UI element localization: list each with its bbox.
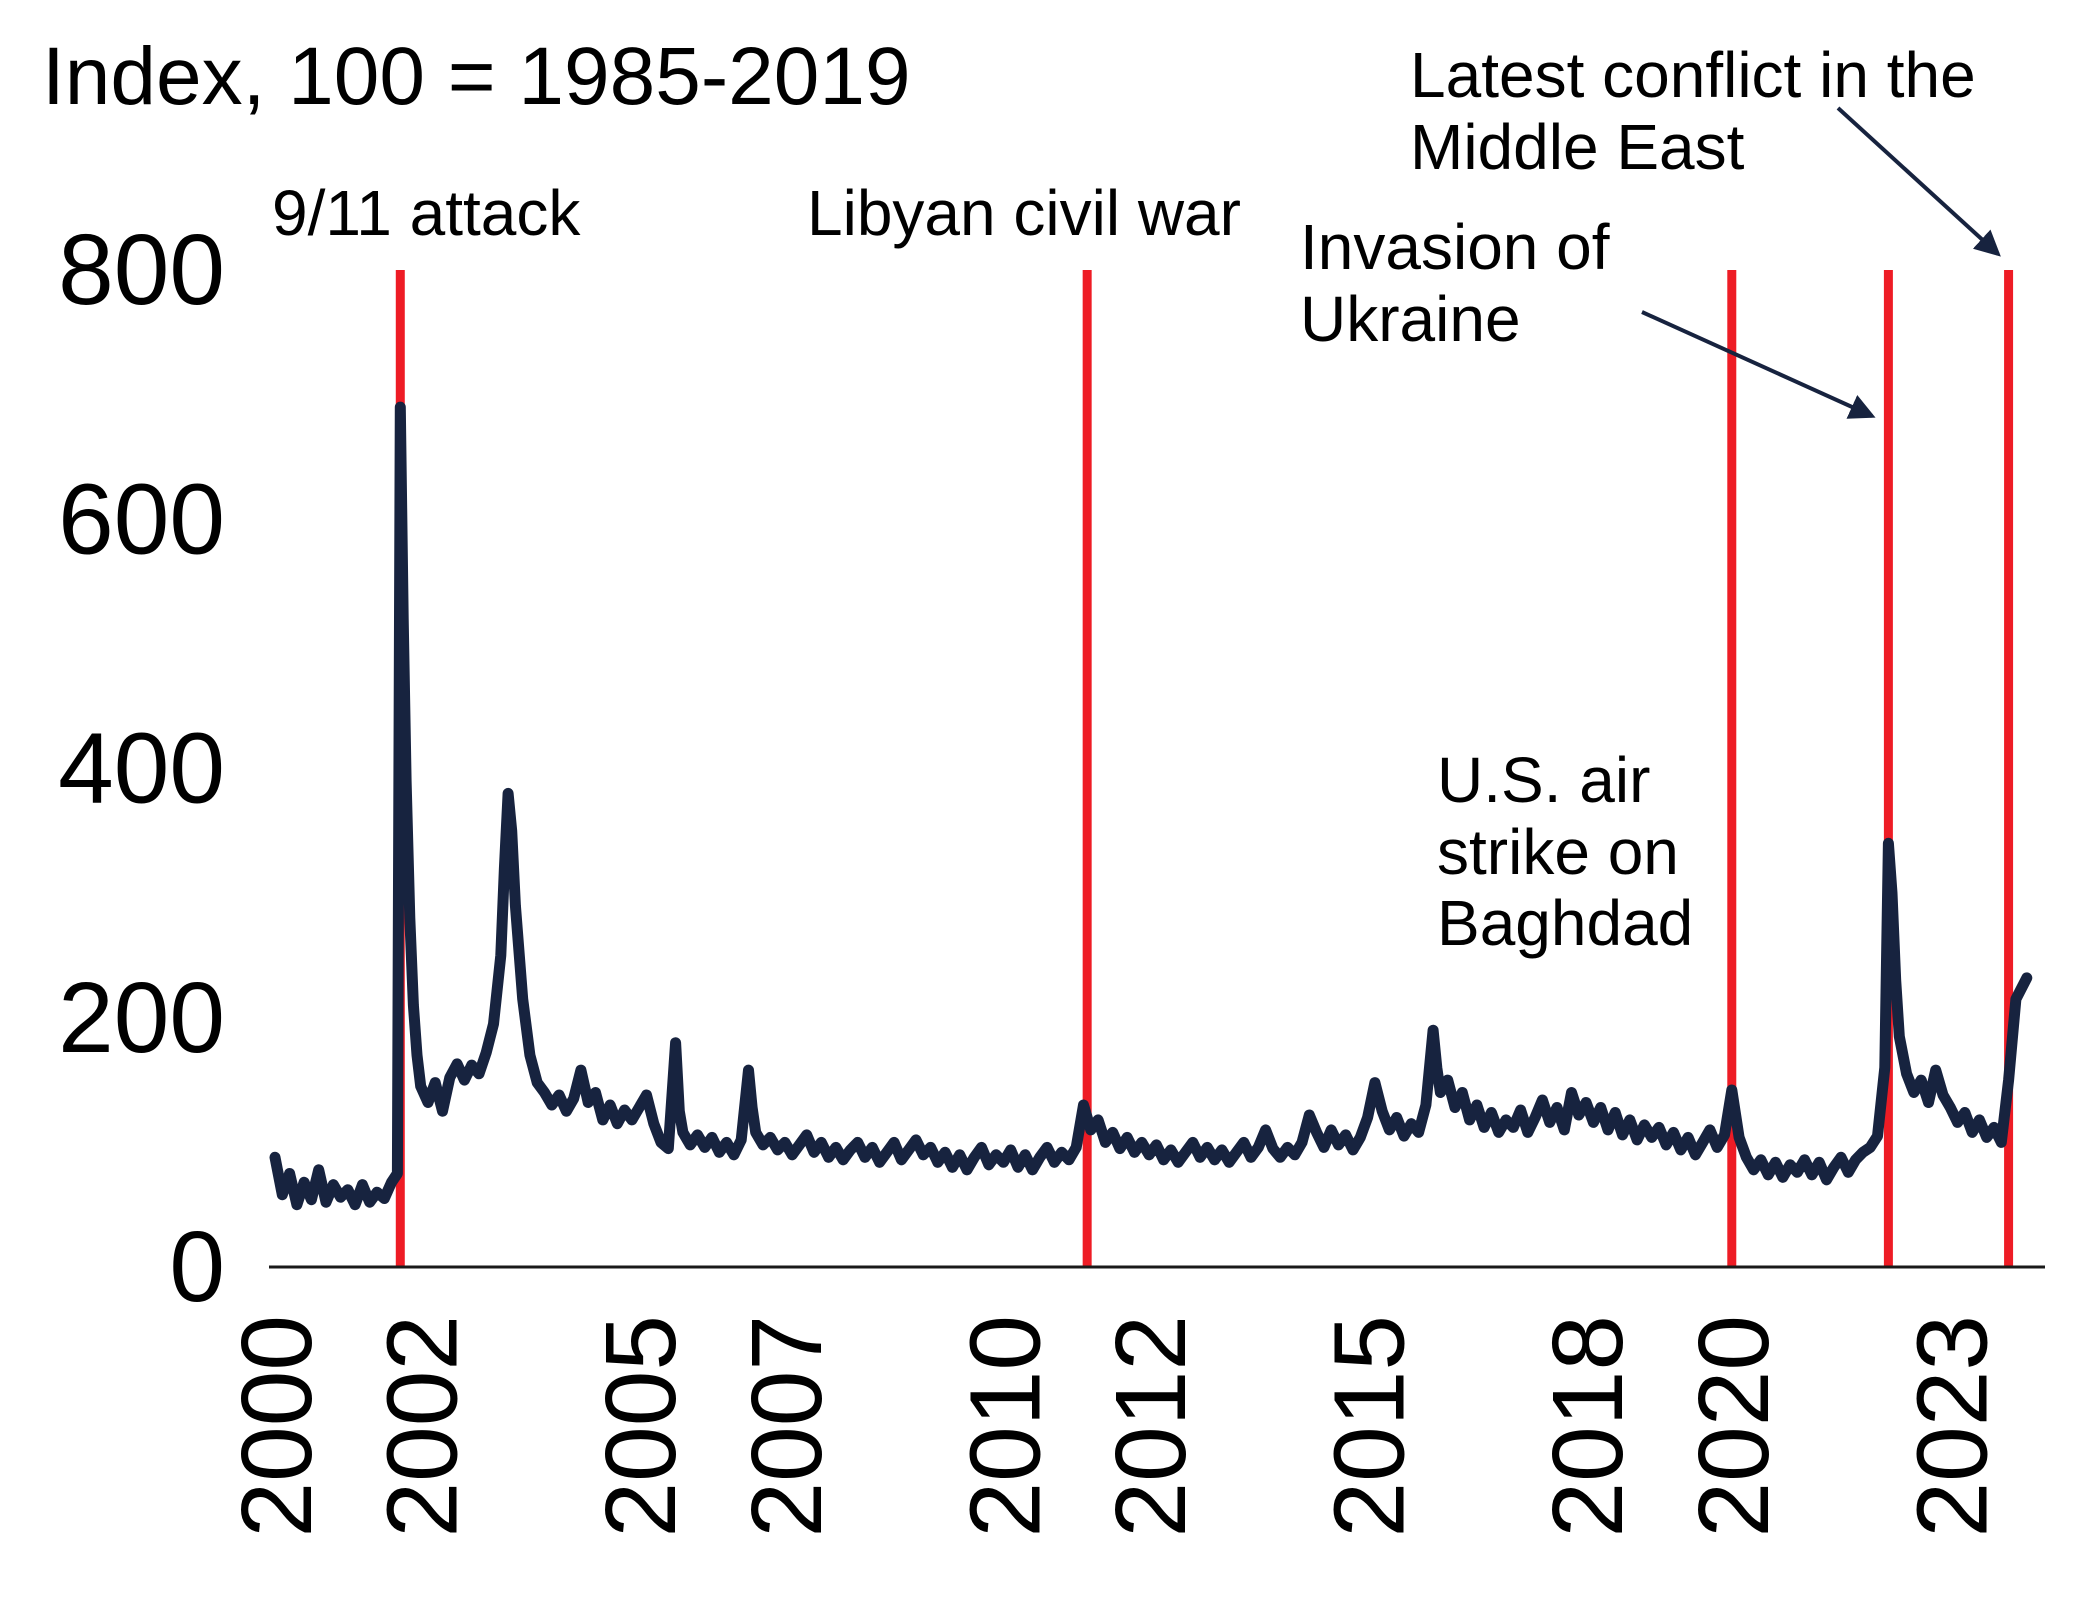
x-tick-label-2002: 2002 [367, 1315, 479, 1537]
y-tick-label-600: 600 [58, 463, 225, 575]
annotation-us-air-strike-baghdad: U.S. air strike on Baghdad [1437, 744, 1694, 960]
annotation-911-attack: 9/11 attack [272, 177, 581, 249]
y-tick-label-0: 0 [169, 1211, 225, 1323]
y-tick-label-200: 200 [58, 962, 225, 1074]
series-layer [269, 401, 2033, 1211]
x-tick-label-2000: 2000 [221, 1315, 333, 1537]
latest-conflict-arrow [1836, 106, 2001, 257]
x-tick-label-2018: 2018 [1532, 1315, 1644, 1537]
gpr-index-line [269, 401, 2033, 1211]
ukraine-arrow [1641, 310, 1876, 419]
x-tick-label-2023: 2023 [1896, 1315, 2008, 1537]
chart-title: Index, 100 = 1985-2019 [42, 31, 911, 122]
y-tick-label-800: 800 [58, 214, 225, 326]
x-tick-label-2020: 2020 [1678, 1315, 1790, 1537]
y-tick-label-400: 400 [58, 713, 225, 825]
x-tick-label-2010: 2010 [949, 1315, 1061, 1537]
x-tick-label-2007: 2007 [731, 1315, 843, 1537]
annotation-invasion-of-ukraine: Invasion of Ukraine [1300, 211, 1610, 355]
x-tick-label-2005: 2005 [585, 1315, 697, 1537]
x-tick-label-2012: 2012 [1095, 1315, 1207, 1537]
event-lines-layer [395, 270, 2014, 1267]
annotation-libyan-civil-war: Libyan civil war [807, 177, 1241, 249]
x-tick-label-2015: 2015 [1314, 1315, 1426, 1537]
annotation-latest-conflict-middle-east: Latest conflict in the Middle East [1410, 39, 1976, 183]
